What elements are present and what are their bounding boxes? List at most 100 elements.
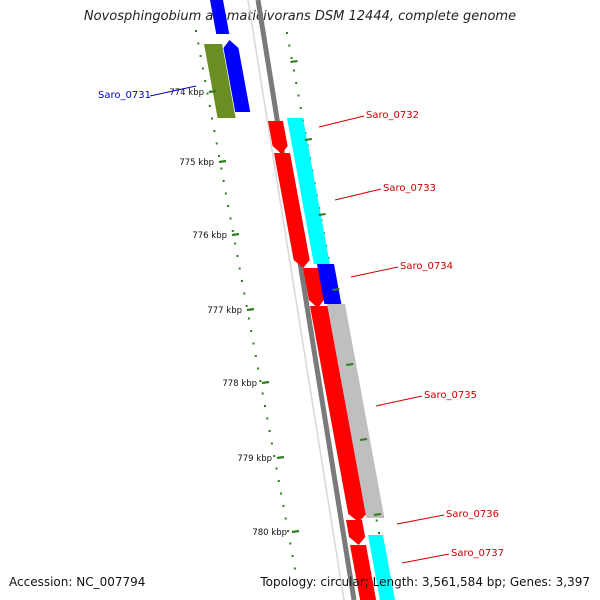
gene-labels: Saro_0731 Saro_0732 Saro_0733 Saro_0734 Saro… xyxy=(98,85,504,564)
minor-tick xyxy=(304,138,313,141)
scale-tick-label: 776 kbp xyxy=(192,231,227,241)
minor-tick xyxy=(373,513,382,516)
scale-tick xyxy=(218,159,227,164)
scale-dot xyxy=(206,92,209,95)
feature-red-block-6 xyxy=(350,545,377,600)
scale-tick-label: 775 kbp xyxy=(179,158,214,168)
scale-dot xyxy=(299,107,302,109)
scale-dot xyxy=(270,442,273,445)
scale-dot xyxy=(218,155,220,157)
gene-leader-line xyxy=(401,553,450,564)
scale-dot xyxy=(284,517,287,520)
scale-dot xyxy=(213,130,216,132)
scale-dot xyxy=(257,367,260,370)
scale-dot xyxy=(201,67,204,70)
gene-leader-line xyxy=(149,85,197,97)
backbone-shadow-line xyxy=(247,0,345,600)
scale-dot xyxy=(288,44,291,47)
scale-dot xyxy=(197,42,200,45)
scale-dot xyxy=(220,167,223,170)
gene-label: Saro_0735 xyxy=(424,390,477,401)
scale-dot xyxy=(277,480,280,482)
gene-leader-line xyxy=(334,188,382,201)
scale-dot xyxy=(199,55,202,57)
scale-dot xyxy=(222,180,225,182)
gene-label: Saro_0733 xyxy=(383,183,436,194)
scale-dot xyxy=(245,305,248,307)
scale-dot xyxy=(254,355,257,357)
gene-leader-line xyxy=(375,395,423,407)
scale-dot xyxy=(280,492,283,495)
gene-leader-line xyxy=(396,514,445,525)
feature-saro-0731-block xyxy=(204,44,236,118)
scale-tick-label: 774 kbp xyxy=(169,88,204,98)
gene-label: Saro_0736 xyxy=(446,509,499,520)
scale-dot xyxy=(208,105,211,107)
scale-dot xyxy=(243,292,246,295)
scale-dot xyxy=(250,330,253,332)
scale-tick xyxy=(208,89,217,94)
scale-dot xyxy=(295,82,298,84)
scale-dot xyxy=(227,205,230,207)
scale-dot xyxy=(224,192,227,195)
scale-dot xyxy=(378,532,380,534)
gene-leader-line xyxy=(318,115,365,128)
gene-features xyxy=(204,0,395,600)
feature-red-arrow-2 xyxy=(274,153,310,268)
map-title: Novosphingobium aromaticivorans DSM 1244… xyxy=(83,9,517,24)
scale-dot xyxy=(282,505,285,507)
scale-dot xyxy=(195,30,197,32)
backbone xyxy=(247,0,357,600)
feature-saro-0732-cyan xyxy=(287,118,330,264)
scale-tick-label: 779 kbp xyxy=(237,454,272,464)
minor-tick xyxy=(359,438,368,441)
scale-dot xyxy=(273,455,276,457)
scale-tick xyxy=(246,307,255,312)
scale-dot xyxy=(252,342,255,345)
scale-ticks: 774 kbp 775 kbp 776 kbp 777 kbp 778 kbp 779 k… xyxy=(169,60,382,538)
gene-leader-line xyxy=(350,266,399,278)
scale-dot xyxy=(287,530,289,532)
scale-tick-label: 777 kbp xyxy=(207,306,242,316)
minor-tick xyxy=(332,288,340,291)
scale-tick xyxy=(291,529,300,534)
scale-dot xyxy=(261,392,264,395)
scale-dot xyxy=(289,542,292,545)
accession-text: Accession: NC_007794 xyxy=(9,575,146,589)
scale-dot xyxy=(286,32,288,34)
feature-red-arrow-1 xyxy=(268,121,288,154)
gene-label: Saro_0731 xyxy=(98,90,151,101)
minor-tick xyxy=(346,363,354,366)
gene-label: Saro_0737 xyxy=(451,548,504,559)
scale-tick xyxy=(276,455,285,460)
minor-tick xyxy=(318,213,326,216)
scale-dot xyxy=(234,242,237,245)
scale-dot xyxy=(236,255,239,257)
scale-dot xyxy=(291,555,294,557)
backbone-line xyxy=(255,0,357,600)
scale-dot xyxy=(211,117,214,120)
gene-label: Saro_0732 xyxy=(366,110,419,121)
feature-block xyxy=(210,0,230,34)
scale-dot xyxy=(238,267,241,270)
scale-tick-label: 778 kbp xyxy=(222,379,257,389)
scale-dot xyxy=(229,217,232,220)
scale-dot xyxy=(290,57,293,59)
scale-dot xyxy=(293,567,296,570)
gene-label: Saro_0734 xyxy=(400,261,453,272)
minor-tick xyxy=(290,60,298,63)
scale-dot xyxy=(259,380,262,382)
scale-dot xyxy=(215,142,218,145)
scale-dot xyxy=(231,230,234,232)
scale-dot xyxy=(241,280,243,282)
scale-tick xyxy=(261,380,270,385)
scale-dot xyxy=(264,405,266,407)
feature-saro-0734-blue xyxy=(317,264,342,304)
scale-dot xyxy=(268,430,271,432)
feature-saro-0731-arrow xyxy=(223,40,251,112)
feature-red-arrow-3 xyxy=(303,268,324,308)
scale-dot xyxy=(375,519,378,522)
scale-dot xyxy=(247,317,250,320)
